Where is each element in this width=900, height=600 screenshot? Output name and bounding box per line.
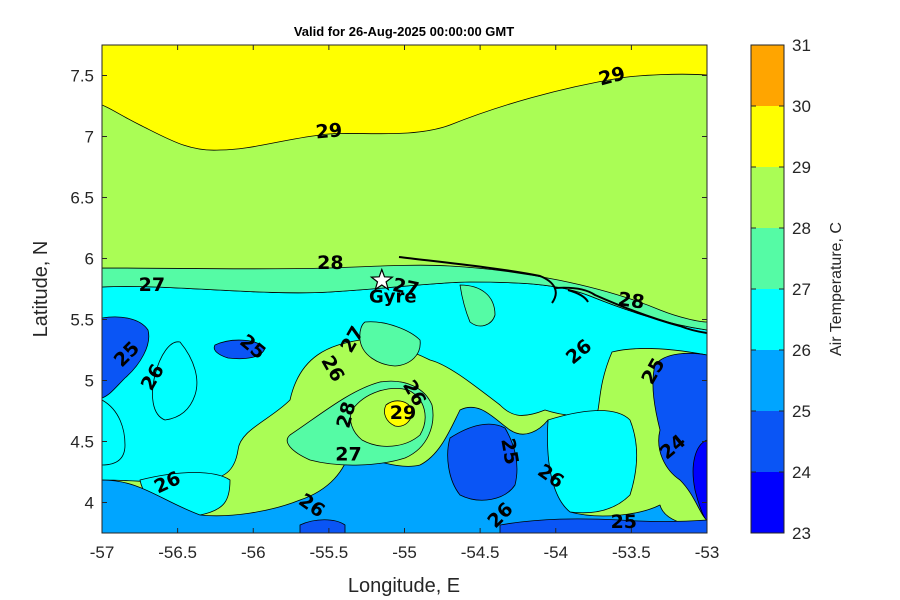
fill-24-central: [447, 423, 518, 501]
colorbar-segment: [751, 289, 784, 350]
contour-label: 27: [139, 274, 165, 296]
fill-band-25-26-south: [102, 406, 707, 533]
colorbar-tick-label: 28: [792, 219, 811, 238]
contour-label: 25: [496, 436, 522, 466]
site-marker: Gyre: [369, 267, 417, 307]
y-tick-label: 6.5: [70, 189, 94, 208]
colorbar-tick-label: 26: [792, 341, 811, 360]
site-label: Gyre: [369, 286, 417, 307]
y-tick-label: 5.5: [70, 311, 94, 330]
y-tick-label: 7.5: [70, 67, 94, 86]
colorbar-tick-label: 30: [792, 97, 811, 116]
fill-band-29-30-north: [102, 45, 707, 151]
y-tick-label: 4.5: [70, 433, 94, 452]
colorbar-tick-label: 23: [792, 524, 811, 543]
colorbar-tick-label: 25: [792, 402, 811, 421]
colorbar: 23 24 25 26 27 28 29 30 31: [750, 36, 811, 543]
fill-24-south-small: [299, 519, 346, 533]
x-tick-label: -55.5: [310, 543, 349, 562]
x-tick-label: -54.5: [461, 543, 500, 562]
contour-label: 29: [390, 402, 416, 424]
fill-29-central-blob: [384, 400, 413, 427]
fill-24-small-west: [213, 339, 266, 360]
y-tick-label: 5: [85, 372, 94, 391]
y-tick-label: 7: [85, 128, 94, 147]
colorbar-tick-label: 31: [792, 36, 811, 55]
colorbar-tick-label: 27: [792, 280, 811, 299]
x-tick-label: -53: [695, 543, 720, 562]
contour-label: 27: [391, 274, 421, 301]
site-star-icon: [369, 267, 394, 291]
colorbar-tick-label: 24: [792, 463, 811, 482]
contour-label: 27: [335, 444, 361, 466]
x-tick-label: -56: [241, 543, 266, 562]
fill-23-east: [692, 439, 707, 521]
x-tick-label: -57: [90, 543, 115, 562]
x-axis-label: Longitude, E: [348, 575, 460, 597]
colorbar-segment: [751, 411, 784, 472]
fill-band-24-25-west: [102, 316, 150, 399]
fill-27-lobe-coast: [459, 284, 496, 327]
x-tick-label: -53.5: [612, 543, 651, 562]
y-tick-label: 6: [85, 250, 94, 269]
y-axis-label: Latitude, N: [30, 241, 52, 338]
colorbar-tick-label: 29: [792, 158, 811, 177]
colorbar-segment: [751, 228, 784, 289]
contour-label: 28: [317, 252, 343, 274]
fill-27-lobe-north: [359, 321, 421, 367]
colorbar-segment: [751, 106, 784, 167]
y-axis: 4 4.5 5 5.5 6 6.5 7 7.5: [70, 67, 707, 513]
y-tick-label: 4: [85, 494, 94, 513]
colorbar-segment: [751, 45, 784, 106]
x-tick-label: -55: [392, 543, 417, 562]
fill-26-west-upper: [102, 399, 126, 466]
contour-label: 29: [315, 119, 343, 143]
chart-title: Valid for 26-Aug-2025 00:00:00 GMT: [294, 24, 514, 39]
fill-26-west-lobe: [152, 341, 198, 421]
fill-24-south-strip: [499, 518, 707, 533]
contour-label: 28: [617, 288, 646, 313]
colorbar-segment: [751, 350, 784, 411]
contour-label: 25: [611, 511, 637, 533]
x-axis: -57 -56.5 -56 -55.5 -55 -54.5 -54 -53.5 -53: [90, 45, 720, 562]
colorbar-segment: [751, 167, 784, 228]
x-tick-label: -54: [543, 543, 568, 562]
colorbar-segment: [751, 472, 784, 533]
x-tick-label: -56.5: [158, 543, 197, 562]
colorbar-label: Air Temperature, C: [828, 222, 845, 356]
coastline: [398, 256, 707, 334]
contour-fills: [102, 45, 707, 533]
